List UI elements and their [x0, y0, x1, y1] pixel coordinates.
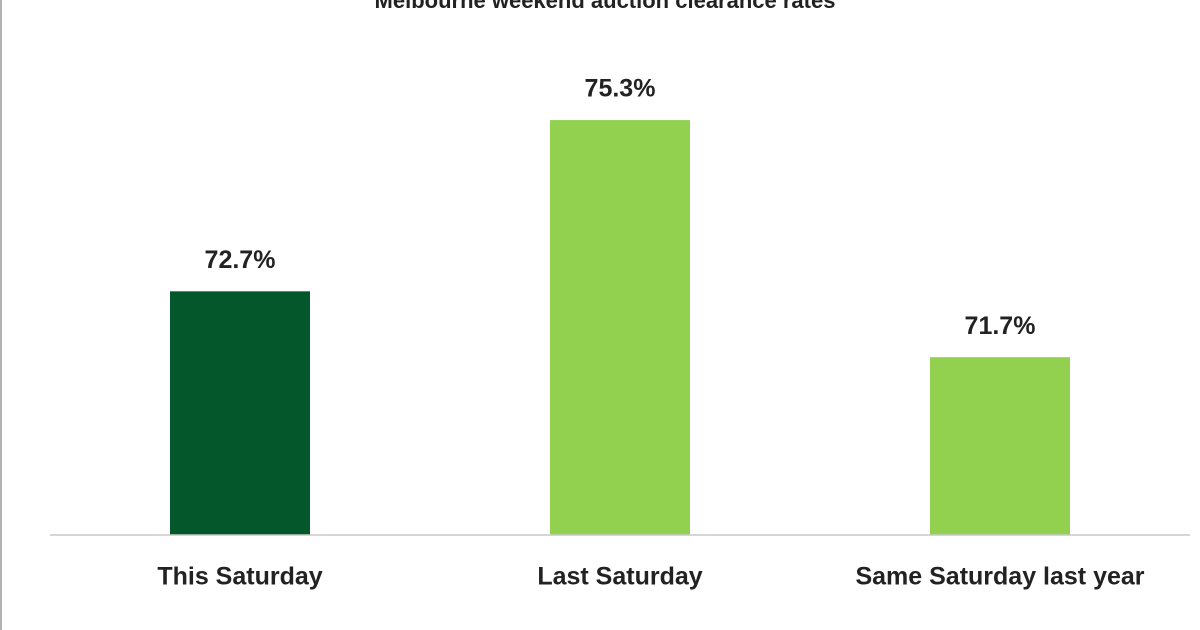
value-label: 71.7%: [965, 312, 1036, 340]
x-tick-label: Last Saturday: [537, 563, 702, 591]
bar: [170, 291, 310, 535]
x-tick-label: This Saturday: [157, 563, 322, 591]
x-tick-label: Same Saturday last year: [855, 563, 1144, 591]
bar: [550, 120, 690, 535]
bar: [930, 357, 1070, 535]
value-label: 75.3%: [585, 75, 656, 103]
chart-title: Melbourne weekend auction clearance rate…: [375, 0, 836, 13]
value-label: 72.7%: [205, 246, 276, 274]
